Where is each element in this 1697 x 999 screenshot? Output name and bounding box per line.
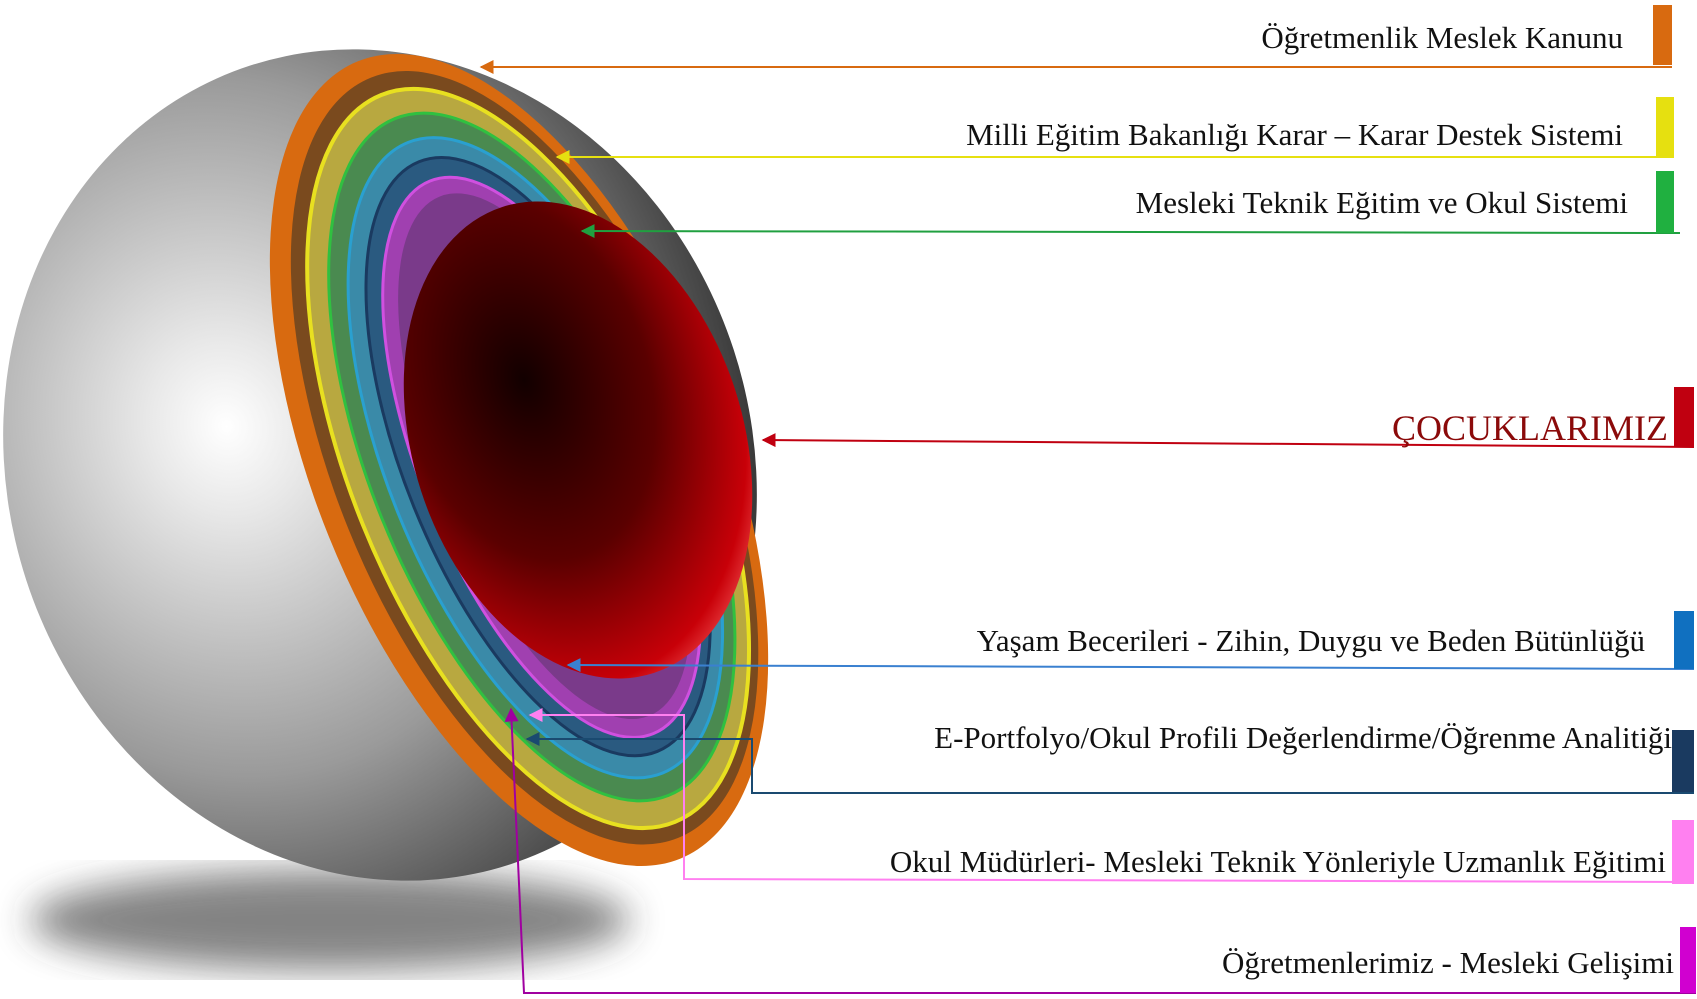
layer-label: Okul Müdürleri- Mesleki Teknik Yönleriyl… [890,844,1667,879]
color-bar [1656,97,1674,157]
shadow [30,870,630,970]
page: Öğretmenlik Meslek Kanunu Milli Eğitim B… [0,0,1697,999]
layer-label: E-Portfolyo/Okul Profili Değerlendirme/Ö… [934,720,1672,755]
layer-label: Milli Eğitim Bakanlığı Karar – Karar Des… [966,117,1623,152]
color-bar [1674,611,1694,669]
color-bar [1680,927,1696,993]
center-label: ÇOCUKLARIMIZ [1392,408,1668,448]
connector [582,231,1680,233]
diagram: Öğretmenlik Meslek Kanunu Milli Eğitim B… [0,0,1697,999]
layer-label: Mesleki Teknik Eğitim ve Okul Sistemi [1136,185,1629,220]
layer-label: Yaşam Becerileri - Zihin, Duygu ve Beden… [977,623,1645,658]
color-bar [1674,387,1694,447]
layer-label: Öğretmenlerimiz - Mesleki Gelişimi [1222,945,1674,980]
color-bar [1672,730,1694,792]
color-bar [1656,171,1674,233]
color-bar [1653,5,1672,65]
color-bar [1672,820,1694,884]
layer-label: Öğretmenlik Meslek Kanunu [1261,20,1623,55]
